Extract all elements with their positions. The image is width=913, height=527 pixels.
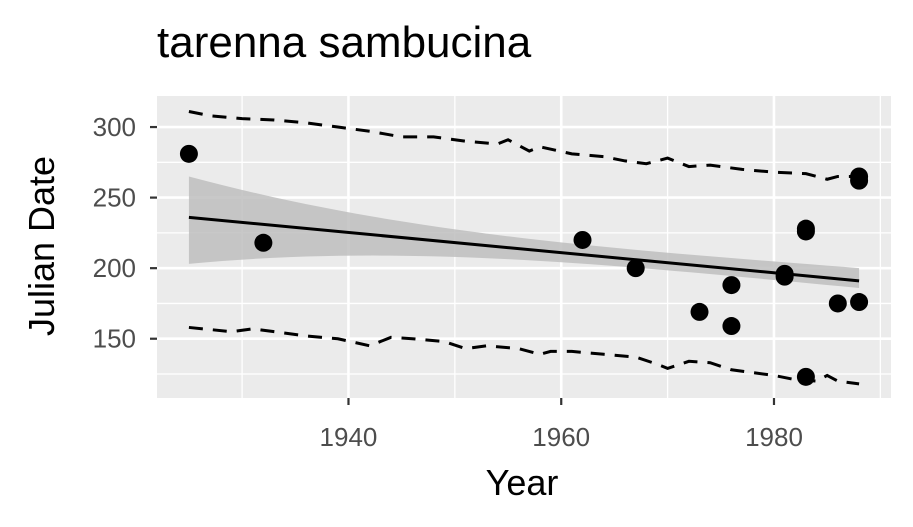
trend-line-path bbox=[188, 215, 860, 283]
tick-labels: 1940 1960 1980 150 200 250 300 bbox=[93, 112, 803, 452]
lower-bound-line bbox=[188, 325, 860, 386]
data-point bbox=[796, 367, 815, 386]
x-tick-label: 1960 bbox=[532, 422, 590, 452]
y-axis-title: Julian Date bbox=[21, 156, 62, 336]
y-tick-label: 200 bbox=[93, 253, 136, 283]
data-point bbox=[626, 259, 645, 278]
trend-line bbox=[188, 215, 860, 283]
data-point bbox=[573, 230, 592, 249]
chart-title: tarenna sambucina bbox=[157, 18, 532, 67]
data-point bbox=[775, 267, 794, 286]
data-point bbox=[690, 302, 709, 321]
data-point bbox=[722, 317, 741, 336]
data-point bbox=[828, 294, 847, 313]
data-point bbox=[179, 144, 198, 163]
minor-gridlines bbox=[157, 96, 891, 398]
x-tick-label: 1980 bbox=[745, 422, 803, 452]
data-point bbox=[850, 293, 869, 312]
axis-ticks bbox=[150, 125, 776, 405]
dashed-bounds bbox=[188, 110, 860, 386]
confidence-band bbox=[188, 176, 860, 288]
confidence-band-area bbox=[188, 176, 860, 288]
y-tick-label: 300 bbox=[93, 112, 136, 142]
x-tick-label: 1940 bbox=[320, 422, 378, 452]
data-point bbox=[850, 171, 869, 190]
y-tick-label: 150 bbox=[93, 324, 136, 354]
upper-bound-line bbox=[188, 110, 860, 181]
data-point bbox=[254, 233, 273, 252]
data-point bbox=[796, 222, 815, 241]
y-tick-label: 250 bbox=[93, 183, 136, 213]
data-points bbox=[179, 144, 869, 386]
x-axis-title: Year bbox=[486, 462, 559, 503]
data-point bbox=[722, 276, 741, 295]
